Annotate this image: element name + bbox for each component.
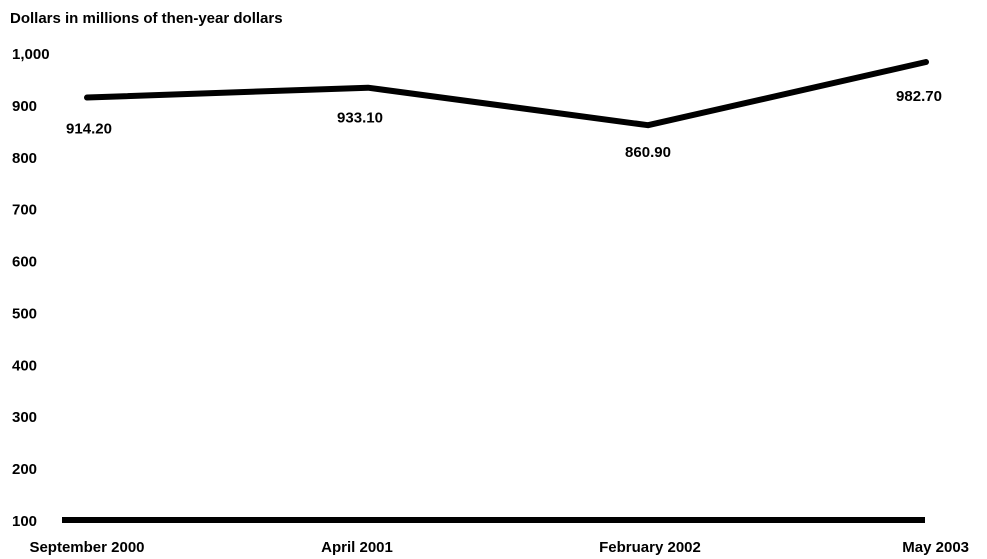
- x-tick-label: September 2000: [29, 539, 144, 556]
- y-tick-label: 600: [12, 254, 37, 271]
- y-tick-label: 200: [12, 461, 37, 478]
- series-line: [84, 59, 929, 129]
- y-tick-label: 500: [12, 305, 37, 322]
- data-labels: 914.20 933.10 860.90 982.70: [66, 88, 942, 161]
- y-tick-label: 900: [12, 98, 37, 115]
- y-tick-label: 100: [12, 513, 37, 530]
- x-tick-labels: September 2000 April 2001 February 2002 May…: [29, 539, 969, 556]
- y-tick-label: 300: [12, 409, 37, 426]
- data-label: 933.10: [337, 110, 383, 127]
- y-tick-label: 700: [12, 202, 37, 219]
- y-tick-label: 1,000: [12, 46, 50, 63]
- y-tick-labels: 100 200 300 400 500 600 700 800 900 1,000: [12, 46, 50, 530]
- x-tick-label: May 2003: [902, 539, 969, 556]
- y-tick-label: 400: [12, 357, 37, 374]
- x-tick-label: February 2002: [599, 539, 701, 556]
- y-axis-title: Dollars in millions of then-year dollars: [10, 10, 283, 27]
- data-label: 982.70: [896, 88, 942, 105]
- x-tick-label: April 2001: [321, 539, 393, 556]
- data-label: 860.90: [625, 144, 671, 161]
- data-label: 914.20: [66, 121, 112, 138]
- y-tick-label: 800: [12, 150, 37, 167]
